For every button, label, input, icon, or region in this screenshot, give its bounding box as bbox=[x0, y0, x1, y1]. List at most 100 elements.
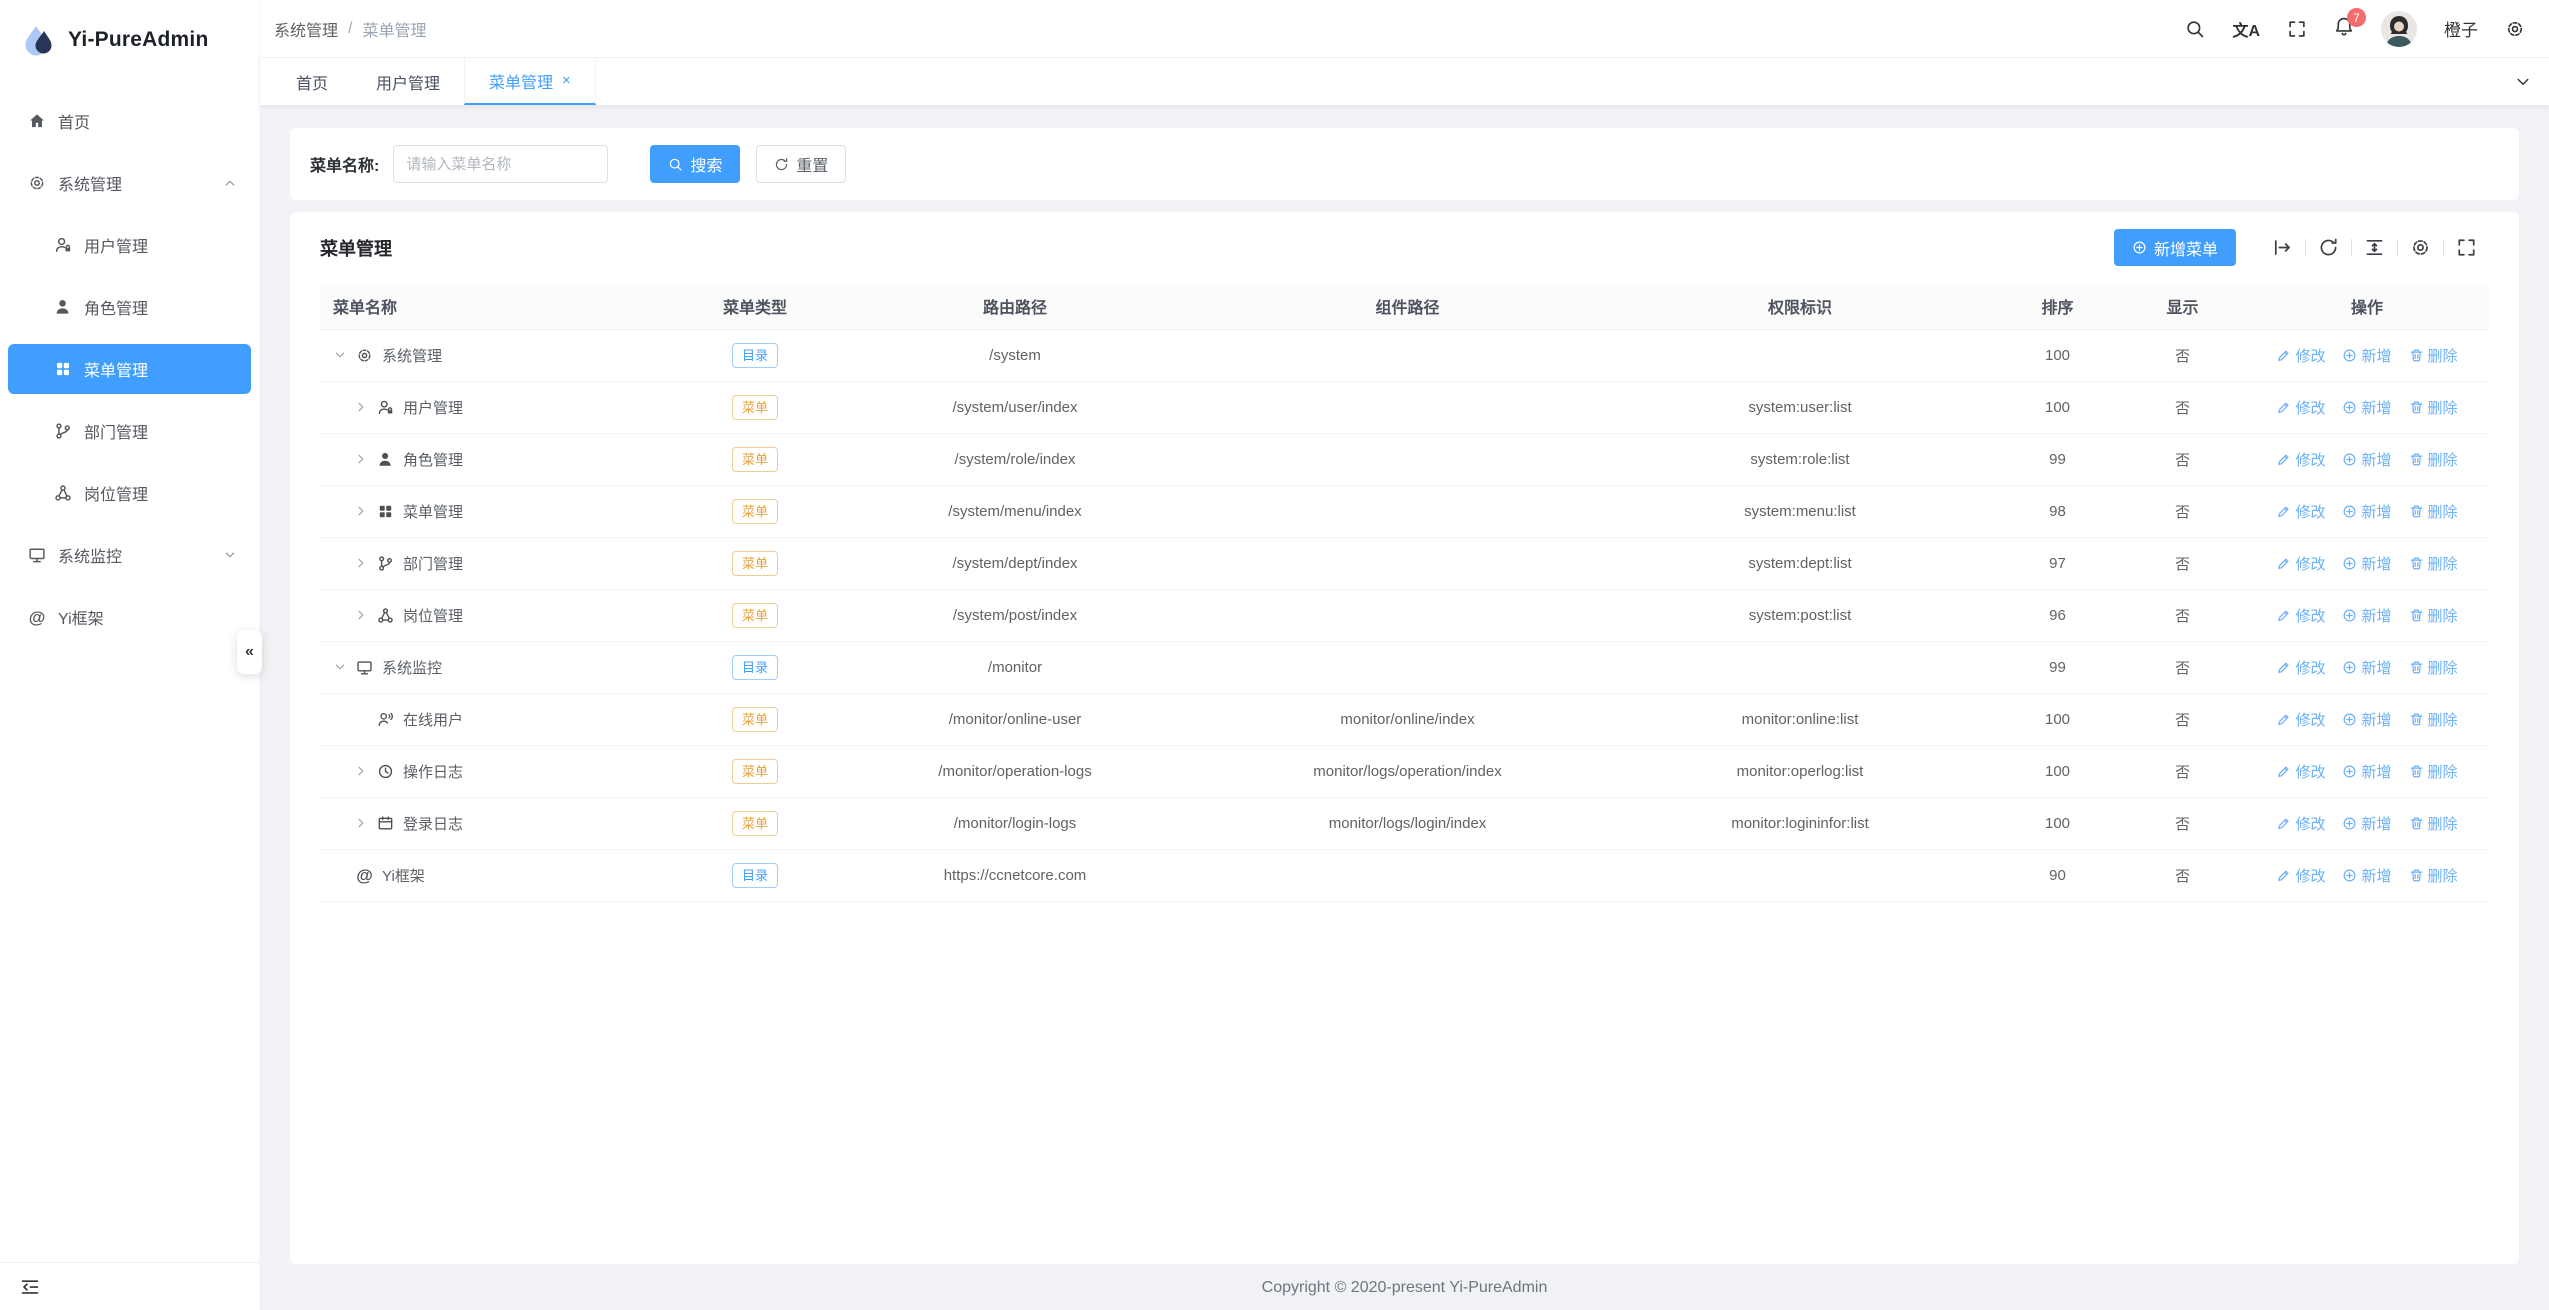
add-link[interactable]: 新增 bbox=[2342, 501, 2392, 522]
action-label: 新增 bbox=[2361, 815, 2392, 833]
chevron-right-icon[interactable] bbox=[354, 452, 368, 466]
translate-icon[interactable]: 文A bbox=[2232, 22, 2260, 40]
sidebar-item-monitor[interactable]: 系统监控 bbox=[8, 530, 251, 580]
edit-link[interactable]: 修改 bbox=[2276, 761, 2325, 782]
edit-link[interactable]: 修改 bbox=[2276, 865, 2325, 886]
plus-circle-icon bbox=[2342, 556, 2357, 571]
sidebar-item-menu[interactable]: 菜单管理 bbox=[8, 344, 251, 394]
breadcrumb-item-system[interactable]: 系统管理 bbox=[274, 22, 339, 40]
edit-link[interactable]: 修改 bbox=[2276, 553, 2325, 574]
edit-link[interactable]: 修改 bbox=[2276, 657, 2325, 678]
add-link[interactable]: 新增 bbox=[2342, 865, 2392, 886]
sidebar-item-home[interactable]: 首页 bbox=[8, 96, 251, 146]
chevron-right-icon[interactable] bbox=[354, 504, 368, 518]
page-content: 菜单名称: 搜索 重置 菜单管理 新增菜单 bbox=[260, 105, 2549, 1310]
user-filled-icon bbox=[377, 451, 394, 468]
tabs-overflow-button[interactable] bbox=[2497, 58, 2549, 105]
menu-fold-icon[interactable] bbox=[20, 1277, 40, 1297]
chevron-right-icon[interactable] bbox=[354, 608, 368, 622]
add-link[interactable]: 新增 bbox=[2342, 761, 2392, 782]
delete-link[interactable]: 删除 bbox=[2409, 345, 2458, 366]
add-link[interactable]: 新增 bbox=[2342, 605, 2392, 626]
sidebar-item-dept[interactable]: 部门管理 bbox=[8, 406, 251, 456]
edit-link[interactable]: 修改 bbox=[2276, 605, 2325, 626]
search-button[interactable]: 搜索 bbox=[650, 145, 741, 183]
row-actions: 修改 新增 删除 bbox=[2245, 761, 2489, 782]
chevron-right-icon[interactable] bbox=[354, 764, 368, 778]
edit-link[interactable]: 修改 bbox=[2276, 813, 2325, 834]
delete-link[interactable]: 删除 bbox=[2409, 709, 2458, 730]
fullscreen-icon[interactable] bbox=[2287, 19, 2307, 39]
avatar[interactable] bbox=[2381, 10, 2417, 47]
route-path-cell: /system/dept/index bbox=[820, 537, 1210, 590]
chevron-right-icon[interactable] bbox=[354, 556, 368, 570]
menu-name-input[interactable] bbox=[393, 145, 609, 183]
delete-link[interactable]: 删除 bbox=[2409, 657, 2458, 678]
export-arrow-icon[interactable] bbox=[2272, 237, 2293, 258]
delete-link[interactable]: 删除 bbox=[2409, 397, 2458, 418]
edit-link[interactable]: 修改 bbox=[2276, 449, 2325, 470]
at-icon: @ bbox=[28, 607, 46, 627]
sidebar-item-system[interactable]: 系统管理 bbox=[8, 158, 251, 208]
tab-menu[interactable]: 菜单管理 × bbox=[464, 58, 596, 105]
edit-link[interactable]: 修改 bbox=[2276, 709, 2325, 730]
reset-button[interactable]: 重置 bbox=[756, 145, 847, 183]
search-icon[interactable] bbox=[2185, 19, 2205, 39]
add-link[interactable]: 新增 bbox=[2342, 397, 2392, 418]
chevron-down-icon[interactable] bbox=[333, 348, 347, 362]
add-link[interactable]: 新增 bbox=[2342, 449, 2392, 470]
delete-link[interactable]: 删除 bbox=[2409, 449, 2458, 470]
add-menu-button[interactable]: 新增菜单 bbox=[2113, 229, 2236, 266]
action-label: 新增 bbox=[2361, 503, 2392, 521]
edit-link[interactable]: 修改 bbox=[2276, 501, 2325, 522]
component-path-cell bbox=[1210, 849, 1605, 902]
density-icon[interactable] bbox=[2364, 237, 2385, 258]
table-toolbar bbox=[2260, 237, 2489, 258]
chevron-down-icon[interactable] bbox=[333, 660, 347, 674]
notifications-button[interactable]: 7 bbox=[2334, 8, 2366, 41]
refresh-icon[interactable] bbox=[2318, 237, 2339, 258]
add-link[interactable]: 新增 bbox=[2342, 553, 2392, 574]
tab-home[interactable]: 首页 bbox=[272, 58, 352, 105]
add-link[interactable]: 新增 bbox=[2342, 345, 2392, 366]
action-label: 修改 bbox=[2295, 399, 2326, 417]
visible-cell: 否 bbox=[2120, 329, 2245, 382]
settings-gear-icon[interactable] bbox=[2505, 19, 2525, 39]
action-label: 删除 bbox=[2427, 815, 2458, 833]
delete-link[interactable]: 删除 bbox=[2409, 605, 2458, 626]
add-link[interactable]: 新增 bbox=[2342, 813, 2392, 834]
edit-icon bbox=[2276, 660, 2291, 675]
row-actions: 修改 新增 删除 bbox=[2245, 553, 2489, 574]
chevron-right-icon[interactable] bbox=[354, 400, 368, 414]
sidebar-item-user[interactable]: 用户管理 bbox=[8, 220, 251, 270]
delete-link[interactable]: 删除 bbox=[2409, 761, 2458, 782]
sidebar-collapse-handle[interactable]: « bbox=[237, 630, 262, 674]
copyright-text: Copyright © 2020-present Yi-PureAdmin bbox=[1261, 1279, 1548, 1296]
plus-circle-icon bbox=[2342, 400, 2357, 415]
edit-link[interactable]: 修改 bbox=[2276, 345, 2325, 366]
fullscreen-icon[interactable] bbox=[2456, 237, 2477, 258]
sidebar-item-yi[interactable]: @ Yi框架 bbox=[8, 592, 251, 642]
add-link[interactable]: 新增 bbox=[2342, 709, 2392, 730]
username-label[interactable]: 橙子 bbox=[2444, 21, 2478, 40]
chevron-right-icon[interactable] bbox=[354, 816, 368, 830]
delete-link[interactable]: 删除 bbox=[2409, 813, 2458, 834]
menu-name-cell: 在线用户 bbox=[320, 709, 690, 730]
edit-link[interactable]: 修改 bbox=[2276, 397, 2325, 418]
top-navbar: 系统管理 / 菜单管理 文A 7 bbox=[260, 0, 2549, 57]
delete-link[interactable]: 删除 bbox=[2409, 553, 2458, 574]
logo[interactable]: Yi-PureAdmin bbox=[0, 0, 259, 80]
tab-user[interactable]: 用户管理 bbox=[352, 58, 464, 105]
delete-link[interactable]: 删除 bbox=[2409, 501, 2458, 522]
menu-name-cell: 角色管理 bbox=[320, 449, 690, 470]
component-path-cell bbox=[1210, 641, 1605, 694]
permission-cell: system:post:list bbox=[1605, 589, 1995, 642]
table-row: 菜单管理 菜单/system/menu/index system:menu:list… bbox=[320, 485, 2489, 538]
sidebar-item-role[interactable]: 角色管理 bbox=[8, 282, 251, 332]
menu-name-cell: 登录日志 bbox=[320, 813, 690, 834]
gear-icon[interactable] bbox=[2410, 237, 2431, 258]
delete-link[interactable]: 删除 bbox=[2409, 865, 2458, 886]
sidebar-item-post[interactable]: 岗位管理 bbox=[8, 468, 251, 518]
add-link[interactable]: 新增 bbox=[2342, 657, 2392, 678]
tab-close-icon[interactable]: × bbox=[562, 72, 571, 89]
